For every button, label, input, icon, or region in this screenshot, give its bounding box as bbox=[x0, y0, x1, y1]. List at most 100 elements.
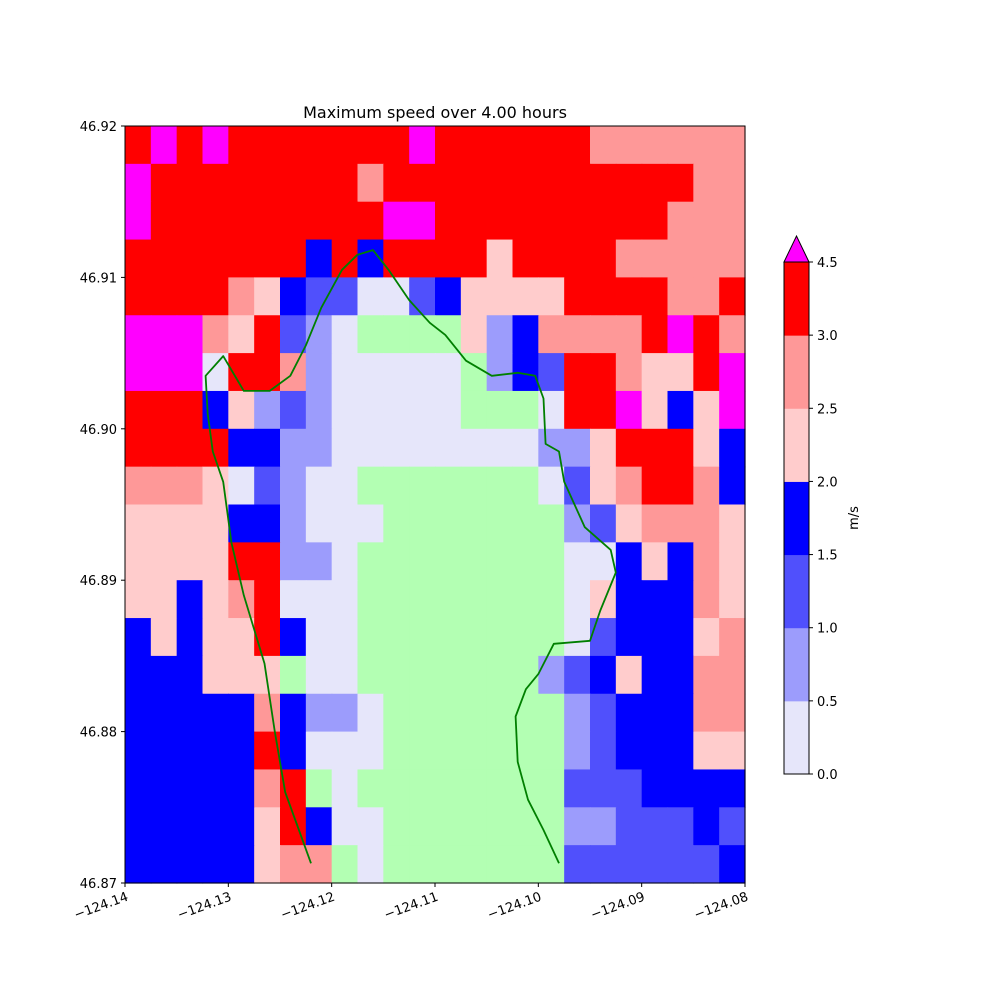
heatmap-cell bbox=[693, 201, 720, 241]
heatmap-cell bbox=[383, 807, 410, 846]
heatmap-cell bbox=[512, 618, 539, 657]
heatmap-cell bbox=[538, 277, 565, 316]
heatmap-cell bbox=[254, 693, 281, 733]
heatmap-cell bbox=[125, 353, 152, 392]
heatmap-cell bbox=[202, 769, 229, 808]
heatmap-cell bbox=[486, 845, 514, 884]
heatmap-cell bbox=[228, 807, 255, 846]
heatmap-cell bbox=[357, 542, 384, 581]
y-tick-label: 46.90 bbox=[80, 423, 117, 438]
heatmap-cell bbox=[590, 618, 617, 657]
heatmap-cell bbox=[538, 655, 565, 695]
heatmap-cell bbox=[641, 845, 669, 884]
heatmap-cell bbox=[409, 731, 436, 771]
heatmap-cell bbox=[564, 315, 591, 354]
heatmap-cell bbox=[667, 239, 694, 278]
heatmap-cell bbox=[383, 239, 410, 278]
heatmap-cell bbox=[512, 390, 539, 430]
heatmap-cell bbox=[409, 807, 436, 846]
heatmap-cell bbox=[409, 580, 436, 619]
heatmap-cell bbox=[331, 466, 359, 506]
heatmap-cell bbox=[435, 315, 462, 354]
heatmap-cell bbox=[693, 126, 720, 165]
heatmap-cell bbox=[564, 390, 591, 430]
heatmap-cell bbox=[409, 769, 436, 808]
heatmap-cell bbox=[667, 542, 694, 581]
heatmap-cell bbox=[331, 542, 359, 581]
heatmap-cell bbox=[280, 239, 307, 278]
heatmap-cell bbox=[641, 618, 669, 657]
heatmap-cell bbox=[486, 239, 514, 278]
heatmap-cell bbox=[693, 428, 720, 468]
heatmap-cell bbox=[693, 466, 720, 506]
heatmap-cell bbox=[357, 428, 384, 468]
heatmap-cell bbox=[564, 428, 591, 468]
y-tick-label: 46.92 bbox=[80, 120, 117, 135]
heatmap-cell bbox=[125, 542, 152, 581]
heatmap-cell bbox=[435, 428, 462, 468]
heatmap-cell bbox=[150, 693, 178, 733]
heatmap-cell bbox=[409, 239, 436, 278]
heatmap-cell bbox=[538, 845, 565, 884]
heatmap-cell bbox=[228, 315, 255, 354]
heatmap-cell bbox=[280, 466, 307, 506]
heatmap-cell bbox=[409, 163, 436, 203]
heatmap-cell bbox=[125, 239, 152, 278]
heatmap-cell bbox=[150, 845, 178, 884]
x-tick-label: −124.08 bbox=[692, 890, 750, 923]
heatmap-cell bbox=[693, 163, 720, 203]
heatmap-cell bbox=[435, 239, 462, 278]
colorbar-tick-label: 3.0 bbox=[817, 329, 838, 344]
heatmap-cell bbox=[280, 353, 307, 392]
heatmap-cell bbox=[383, 390, 410, 430]
heatmap-cell bbox=[435, 580, 462, 619]
colorbar-bin bbox=[784, 262, 809, 336]
heatmap-cell bbox=[280, 504, 307, 543]
heatmap-cell bbox=[176, 466, 204, 506]
heatmap-cell bbox=[228, 731, 255, 771]
heatmap-cell bbox=[357, 731, 384, 771]
heatmap-cell bbox=[125, 466, 152, 506]
heatmap-cell bbox=[331, 315, 359, 354]
heatmap-cell bbox=[383, 542, 410, 581]
heatmap-cell bbox=[641, 693, 669, 733]
heatmap-cell bbox=[176, 731, 204, 771]
heatmap-cell bbox=[435, 277, 462, 316]
heatmap-cell bbox=[125, 504, 152, 543]
heatmap-cell bbox=[538, 580, 565, 619]
heatmap-cell bbox=[254, 769, 281, 808]
heatmap-cell bbox=[615, 466, 643, 506]
heatmap-cell bbox=[512, 239, 539, 278]
heatmap-cell bbox=[150, 807, 178, 846]
colorbar-bin bbox=[784, 700, 809, 775]
heatmap-cell bbox=[176, 693, 204, 733]
heatmap-cell bbox=[202, 580, 229, 619]
heatmap-cell bbox=[150, 390, 178, 430]
heatmap-cell bbox=[305, 504, 333, 543]
heatmap-cell bbox=[357, 277, 384, 316]
colorbar-tick-label: 0.5 bbox=[817, 695, 838, 710]
heatmap-cell bbox=[538, 693, 565, 733]
heatmap-cell bbox=[667, 618, 694, 657]
colorbar: 0.0 0.5 1.0 1.5 2.0 2.5 3.0 4.5 m/s bbox=[783, 234, 862, 783]
heatmap-cell bbox=[719, 655, 746, 695]
heatmap-cell bbox=[435, 163, 462, 203]
heatmap-cell bbox=[590, 807, 617, 846]
heatmap-cell bbox=[125, 277, 152, 316]
heatmap-cell bbox=[590, 239, 617, 278]
heatmap-cell bbox=[280, 277, 307, 316]
heatmap-cell bbox=[280, 542, 307, 581]
heatmap-cell bbox=[409, 315, 436, 354]
heatmap-cell bbox=[435, 693, 462, 733]
heatmap-cell bbox=[512, 126, 539, 165]
heatmap-cell bbox=[641, 731, 669, 771]
heatmap-cell bbox=[693, 580, 720, 619]
heatmap-cell bbox=[486, 769, 514, 808]
heatmap-cell bbox=[719, 163, 746, 203]
heatmap-cell bbox=[150, 466, 178, 506]
heatmap-cell bbox=[125, 315, 152, 354]
heatmap-cell bbox=[435, 845, 462, 884]
heatmap-cell bbox=[486, 126, 514, 165]
heatmap-cell bbox=[202, 163, 229, 203]
heatmap-cell bbox=[228, 126, 255, 165]
